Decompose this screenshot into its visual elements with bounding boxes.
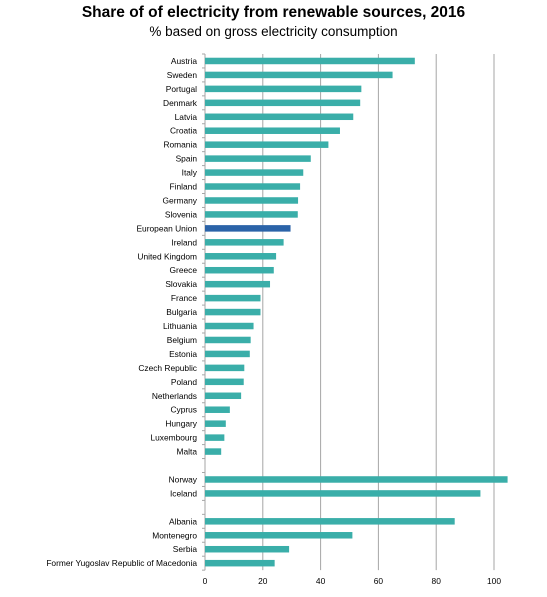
bar (205, 545, 290, 553)
category-label: Austria (171, 56, 197, 66)
category-label: Portugal (166, 84, 197, 94)
category-label: Ireland (171, 237, 197, 247)
bar (205, 378, 244, 386)
category-label: Serbia (173, 544, 198, 554)
bar (205, 197, 299, 204)
bar (205, 57, 415, 65)
category-label: Romania (163, 140, 197, 150)
x-tick-label: 40 (316, 576, 326, 586)
bar (205, 239, 284, 246)
category-label: Slovakia (165, 279, 197, 289)
bar (205, 99, 361, 107)
bar (205, 71, 393, 79)
category-label: France (171, 293, 197, 303)
category-label: Greece (170, 265, 198, 275)
bar (205, 225, 291, 232)
bar (205, 350, 250, 358)
x-tick-label: 80 (432, 576, 442, 586)
bar (205, 532, 353, 539)
bar (205, 127, 340, 134)
bar (205, 518, 455, 525)
bar (205, 448, 222, 455)
category-label: Latvia (175, 112, 198, 122)
x-tick-label: 100 (487, 576, 501, 586)
category-label: Belgium (167, 335, 197, 345)
bar (205, 406, 230, 413)
bar (205, 113, 354, 121)
chart-title: Share of of electricity from renewable s… (81, 4, 466, 21)
bar (205, 559, 275, 567)
category-label: Croatia (170, 126, 197, 136)
bar (205, 294, 261, 302)
category-label: Montenegro (152, 530, 197, 540)
category-label: Luxembourg (150, 433, 197, 443)
bar (205, 420, 226, 427)
bar (205, 155, 311, 162)
category-label: United Kingdom (137, 251, 197, 261)
category-label: Bulgaria (166, 307, 197, 317)
bar (205, 308, 261, 316)
bar (205, 434, 225, 441)
category-label: Italy (182, 168, 198, 178)
bar (205, 476, 508, 483)
chart-subtitle: % based on gross electricity consumption (149, 24, 398, 39)
category-label: Czech Republic (138, 363, 197, 373)
bar (205, 141, 329, 148)
x-tick-label: 60 (374, 576, 384, 586)
bar (205, 85, 362, 93)
category-label: Spain (176, 154, 198, 164)
x-tick-label: 0 (203, 576, 208, 586)
category-label: Slovenia (165, 209, 197, 219)
category-label: Cyprus (170, 405, 197, 415)
bar (205, 266, 274, 274)
category-label: Estonia (169, 349, 197, 359)
bar (205, 169, 304, 176)
x-tick-label: 20 (258, 576, 268, 586)
bar (205, 490, 481, 497)
category-label: Hungary (165, 419, 197, 429)
category-label: Finland (170, 182, 198, 192)
bar (205, 322, 254, 330)
category-label: Malta (177, 447, 198, 457)
bar (205, 364, 245, 372)
bar (205, 336, 251, 344)
bar (205, 183, 301, 190)
category-label: Denmark (163, 98, 198, 108)
category-label: Norway (169, 474, 198, 484)
bar (205, 253, 277, 260)
bar (205, 211, 298, 218)
category-label: European Union (136, 223, 197, 233)
category-label: Sweden (167, 70, 198, 80)
category-label: Former Yugoslav Republic of Macedonia (46, 558, 197, 568)
category-label: Netherlands (152, 391, 197, 401)
bar (205, 392, 242, 400)
category-label: Lithuania (163, 321, 197, 331)
category-label: Iceland (170, 488, 197, 498)
category-label: Albania (169, 516, 197, 526)
category-label: Poland (171, 377, 197, 387)
bar (205, 280, 271, 288)
category-label: Germany (163, 195, 198, 205)
